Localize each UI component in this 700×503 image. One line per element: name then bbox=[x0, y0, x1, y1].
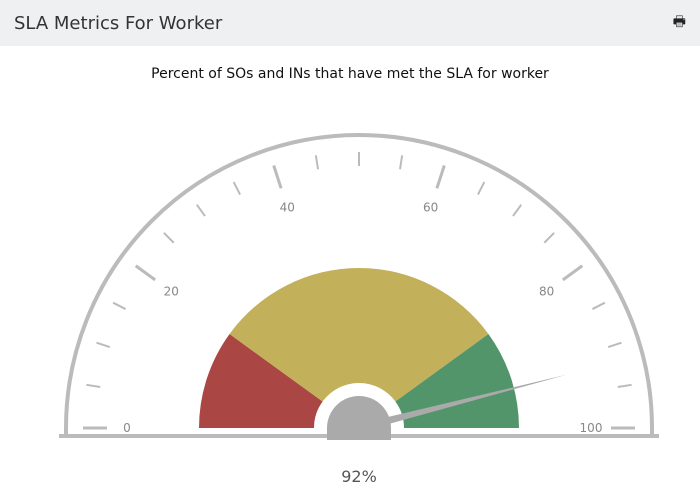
minor-tick bbox=[112, 301, 127, 310]
minor-tick bbox=[543, 232, 555, 244]
gauge-band bbox=[395, 333, 519, 428]
minor-tick bbox=[195, 204, 206, 217]
tick-label: 0 bbox=[123, 421, 131, 435]
gauge-value-label: 92% bbox=[341, 467, 377, 486]
major-tick bbox=[561, 264, 584, 282]
major-tick bbox=[272, 165, 283, 189]
minor-tick bbox=[617, 383, 632, 389]
printer-icon[interactable]: 🖶 bbox=[672, 14, 686, 30]
tick-label: 80 bbox=[539, 285, 554, 299]
gauge-needle bbox=[358, 374, 568, 432]
major-tick bbox=[435, 165, 446, 189]
minor-tick bbox=[232, 181, 241, 196]
minor-tick bbox=[163, 232, 175, 244]
gauge-band bbox=[229, 268, 489, 402]
tick-label: 60 bbox=[423, 200, 438, 214]
minor-tick bbox=[96, 341, 111, 348]
minor-tick bbox=[86, 383, 101, 389]
chart-title: Percent of SOs and INs that have met the… bbox=[151, 66, 549, 82]
tick-label: 20 bbox=[164, 285, 179, 299]
minor-tick bbox=[314, 155, 320, 170]
minor-tick bbox=[607, 341, 622, 348]
minor-tick bbox=[512, 204, 523, 217]
gauge-band bbox=[199, 333, 323, 428]
minor-tick bbox=[477, 181, 486, 196]
minor-tick bbox=[398, 155, 404, 170]
panel-title: SLA Metrics For Worker bbox=[14, 12, 223, 34]
minor-tick bbox=[591, 301, 606, 310]
tick-label: 40 bbox=[280, 200, 295, 214]
gauge-frame bbox=[64, 133, 654, 434]
major-tick bbox=[134, 264, 157, 282]
needle-hub bbox=[327, 396, 391, 440]
tick-label: 100 bbox=[580, 421, 603, 435]
panel-header: SLA Metrics For Worker 🖶 bbox=[0, 0, 700, 46]
